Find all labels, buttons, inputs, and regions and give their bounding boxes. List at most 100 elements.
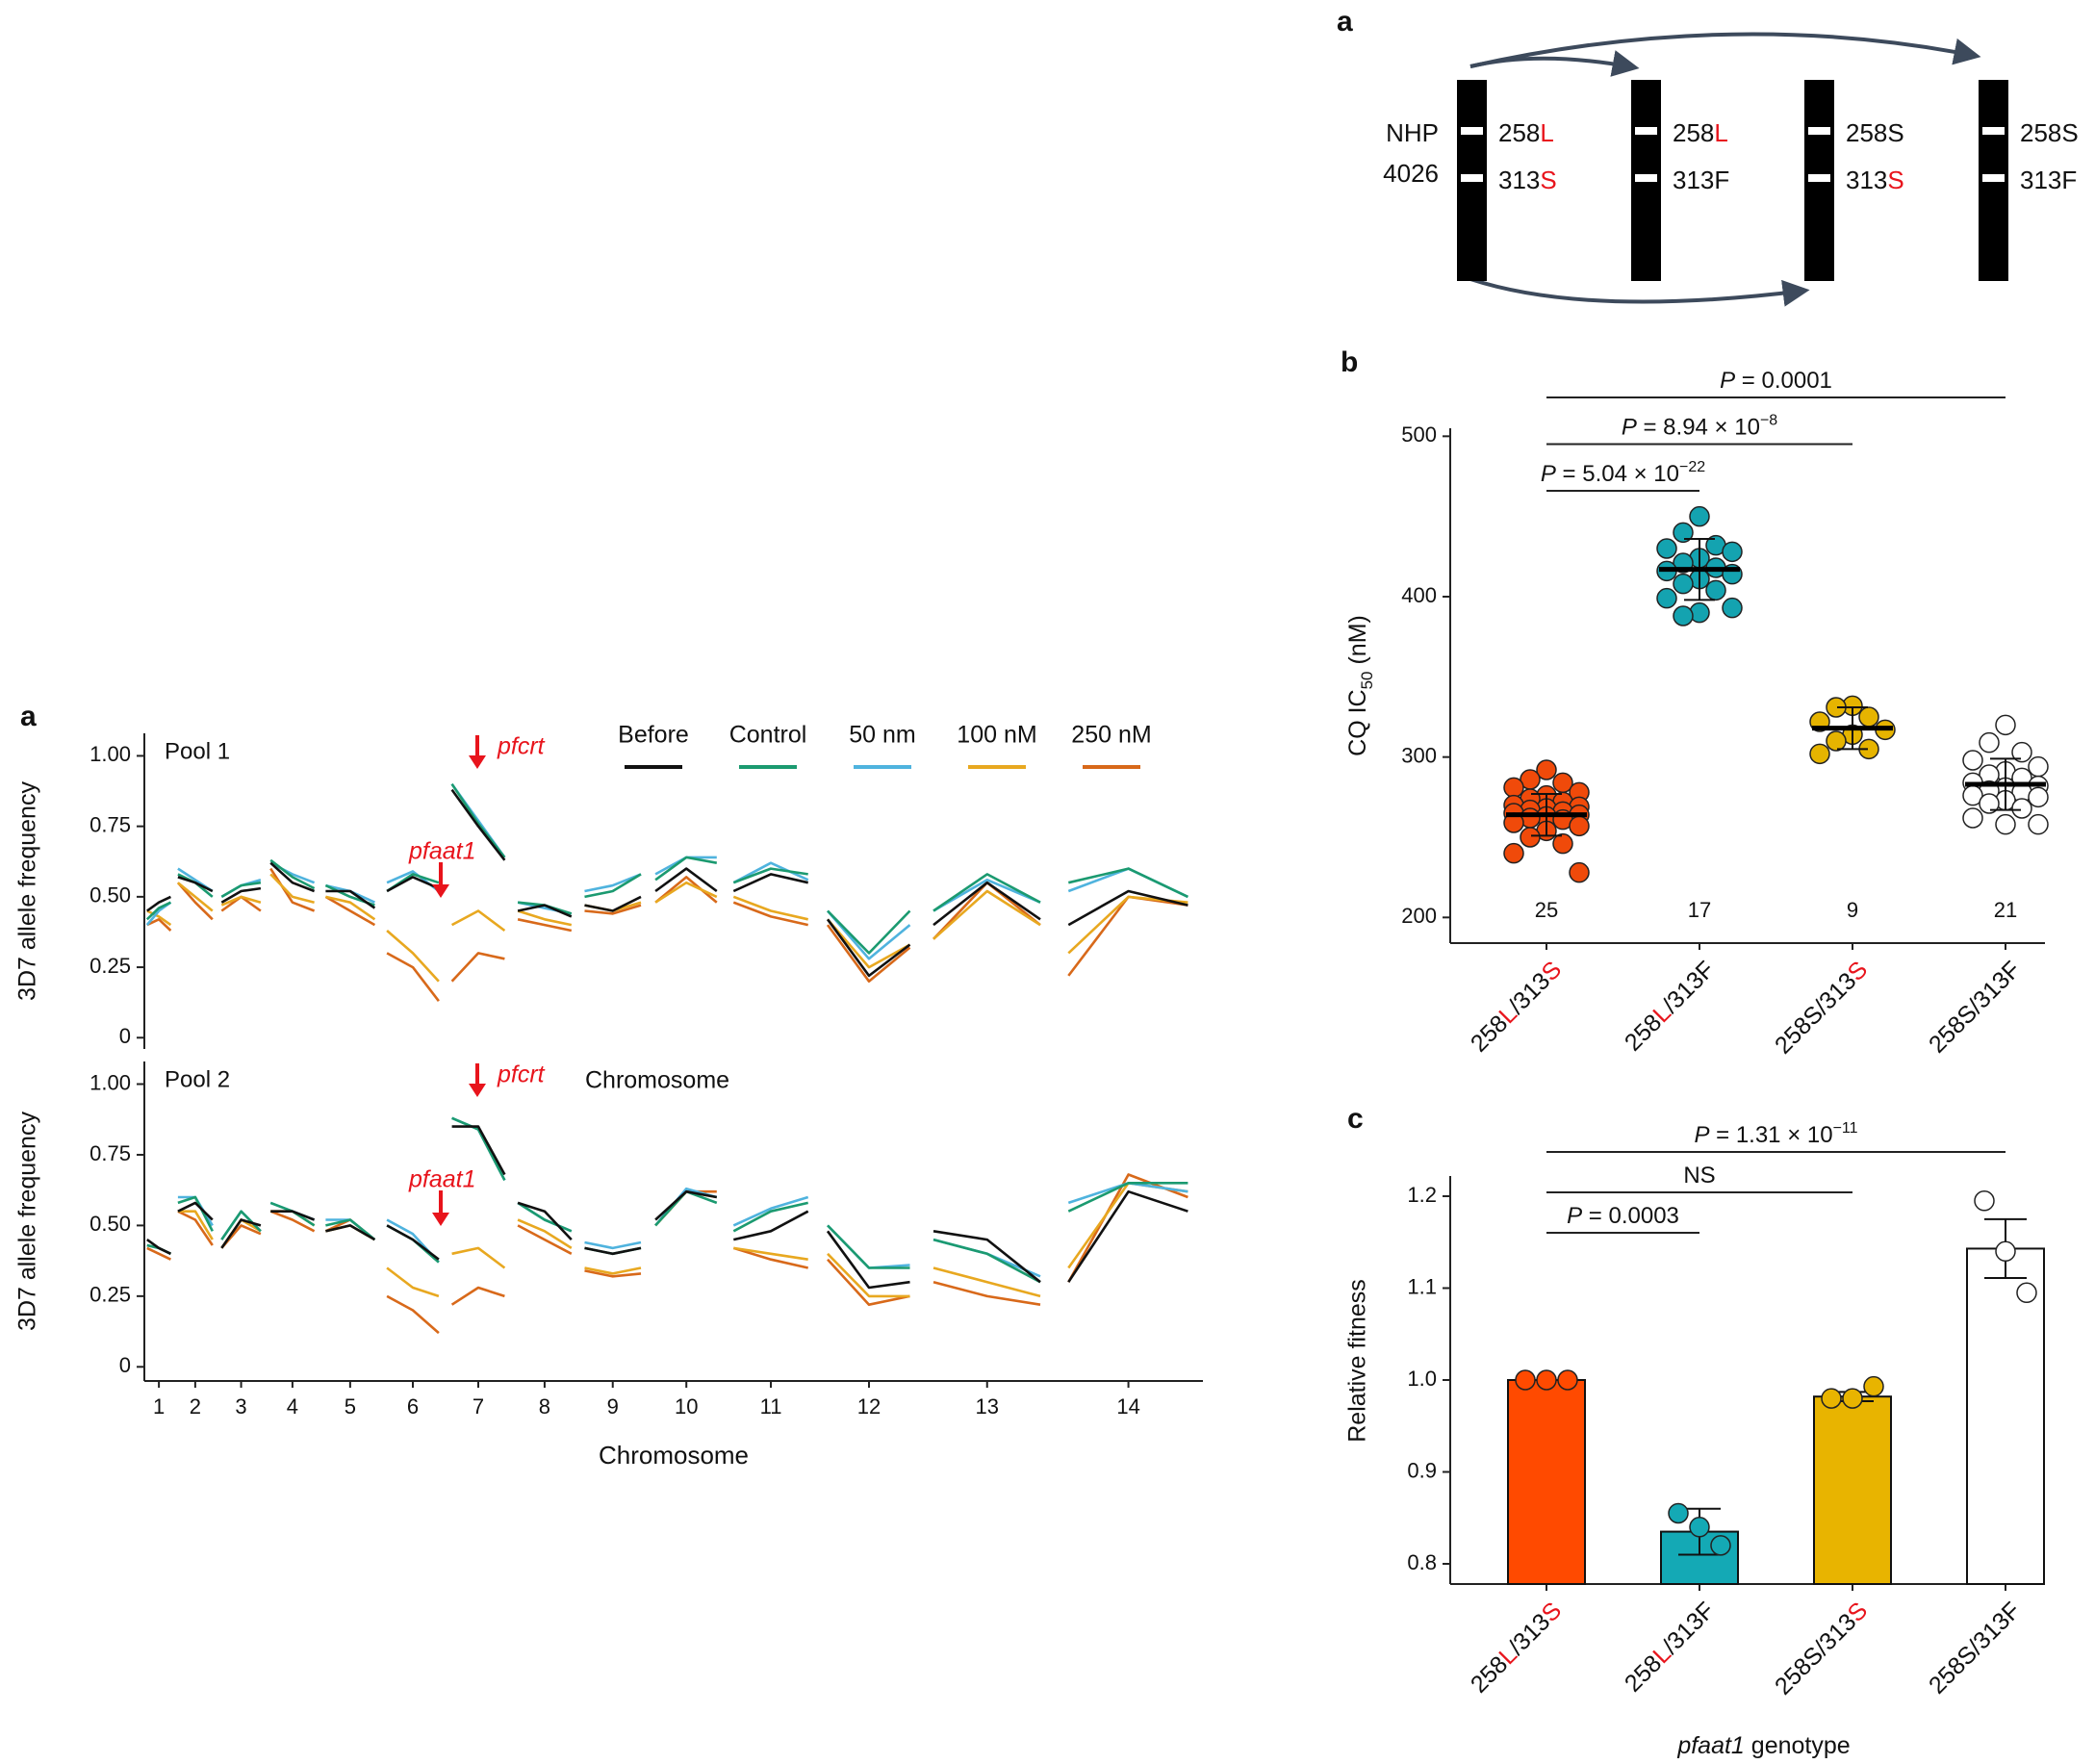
panel-label: c: [1347, 1103, 1364, 1135]
allele-label: 258L: [1498, 118, 1554, 147]
x-tick-label-part: /313F: [1657, 956, 1720, 1018]
y-tick-label: 0.25: [89, 1283, 131, 1307]
x-tick-label: 258S/313F: [1924, 1597, 2026, 1699]
y-axis-label: 3D7 allele frequency: [14, 1112, 41, 1331]
x-axis-label-part: pfaat1: [1676, 1732, 1745, 1759]
x-axis-label: Chromosome: [599, 1441, 749, 1470]
data-point: [1557, 1369, 1578, 1391]
series-line: [146, 1116, 1188, 1284]
allele-label-part: 313: [1498, 166, 1540, 194]
comparison-label-part: P: [1622, 415, 1637, 441]
data-point: [1656, 538, 1677, 559]
x-tick-label: 258L/313S: [1466, 1597, 1567, 1698]
comparison-label-part: NS: [1683, 1163, 1715, 1189]
allele-label-part: L: [1540, 118, 1553, 147]
legend-label: 50 nm: [849, 722, 915, 749]
y-tick-label: 500: [1401, 422, 1437, 447]
y-tick-label: 0.75: [89, 1141, 131, 1165]
allele-label: 258L: [1673, 118, 1728, 147]
data-point: [1710, 1535, 1731, 1556]
allele-label: 258S: [1846, 118, 1904, 147]
x-tick-label: 9: [607, 1394, 619, 1419]
allele-label: 313S: [1498, 166, 1557, 194]
comparison-label: P = 0.0003: [1567, 1203, 1679, 1229]
data-point: [1552, 832, 1573, 855]
panel-label: a: [20, 701, 37, 732]
x-tick-label: 8: [539, 1394, 550, 1419]
x-tick-label: 5: [345, 1394, 356, 1419]
series-line: [146, 1116, 1188, 1278]
x-tick-label-part: /313F: [1657, 1597, 1720, 1659]
annotation: pfcrt: [497, 1061, 546, 1088]
data-point: [2011, 741, 2032, 763]
y-axis-label: CQ IC50 (nM): [1344, 615, 1376, 756]
data-point: [1722, 541, 1743, 563]
annotation: pfaat1: [408, 1166, 476, 1193]
annotation-arrowhead: [469, 755, 486, 769]
y-tick-label: 0.75: [89, 812, 131, 836]
y-tick-label: 300: [1401, 743, 1437, 767]
data-point: [1722, 597, 1743, 619]
allele-label: 313F: [1673, 166, 1729, 194]
x-tick-label: 11: [760, 1394, 782, 1419]
n-label: 21: [1994, 898, 2017, 922]
legend-label: Control: [729, 722, 807, 749]
data-point: [1863, 1375, 1884, 1397]
data-point: [1668, 1502, 1689, 1524]
series-line: [146, 1182, 1188, 1298]
y-tick-label: 0.9: [1407, 1458, 1437, 1482]
y-tick-label: 1.2: [1407, 1183, 1437, 1207]
annotation: pfcrt: [497, 733, 546, 760]
data-point: [1673, 522, 1694, 544]
bar: [1813, 1395, 1892, 1586]
x-tick-label: 3: [235, 1394, 246, 1419]
y-tick-label: 0.8: [1407, 1550, 1437, 1574]
comparison-label-part: P: [1567, 1203, 1582, 1229]
n-label: 9: [1847, 898, 1858, 922]
y-axis-label-part: (nM): [1344, 615, 1371, 671]
comparison-label-part: = 0.0003: [1582, 1203, 1679, 1229]
comparison-label-part: −22: [1679, 459, 1705, 475]
strain-label: NHP: [1386, 118, 1439, 147]
data-point: [1826, 730, 1847, 752]
y-tick-label: 0: [119, 1353, 131, 1377]
annotation-arrowhead: [469, 1084, 486, 1097]
series-line: [146, 867, 1188, 1002]
annotation: Chromosome: [585, 1067, 729, 1094]
x-tick-label: 14: [1116, 1394, 1139, 1419]
x-tick-label: 258L/313S: [1466, 956, 1567, 1057]
bar: [1507, 1379, 1586, 1585]
comparison-label: P = 1.31 × 10−11: [1694, 1120, 1857, 1149]
data-point: [1689, 1517, 1710, 1538]
locus-marker: [1461, 127, 1483, 135]
data-point: [1569, 815, 1590, 837]
x-tick-label: 1: [153, 1394, 165, 1419]
x-axis-label: pfaat1 genotype: [1676, 1732, 1850, 1759]
allele-label-part: 258S: [2020, 118, 2079, 147]
x-tick-label: 6: [407, 1394, 419, 1419]
panel-label: b: [1341, 346, 1358, 378]
allele-label-part: S: [1540, 166, 1556, 194]
y-tick-label: 200: [1401, 904, 1437, 928]
data-point: [1962, 807, 1983, 829]
strain-label: 4026: [1383, 159, 1439, 188]
comparison-label: NS: [1683, 1163, 1715, 1189]
comparison-label-part: −11: [1833, 1120, 1858, 1137]
x-axis-label-part: genotype: [1745, 1732, 1851, 1759]
locus-marker: [1635, 127, 1657, 135]
arrow: [1469, 277, 1810, 307]
chart-title: Pool 2: [165, 1066, 230, 1092]
n-label: 25: [1535, 898, 1558, 922]
series-line: [146, 1125, 1188, 1290]
data-point: [1979, 793, 2000, 814]
data-point: [2011, 798, 2032, 819]
data-point: [1673, 573, 1694, 595]
data-point: [1809, 743, 1830, 765]
allele-label-part: 313: [1846, 166, 1887, 194]
allele-label: 258S: [2020, 118, 2079, 147]
comparison-label: P = 0.0001: [1720, 368, 1832, 394]
data-point: [1536, 759, 1557, 780]
x-tick-label: 12: [857, 1394, 881, 1419]
comparison-label-part: −8: [1760, 412, 1777, 428]
